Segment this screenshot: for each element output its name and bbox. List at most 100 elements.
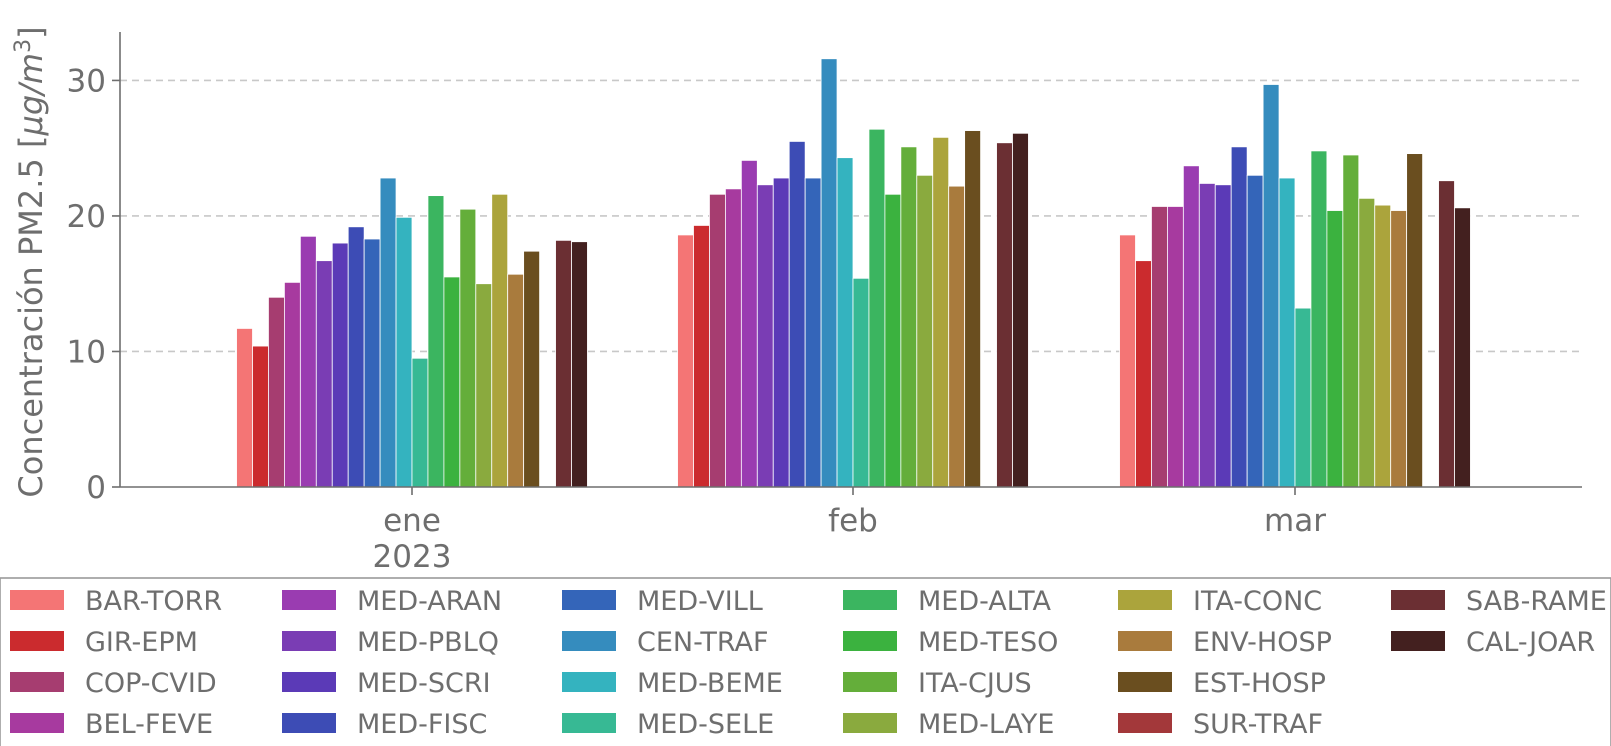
legend-swatch-med-scri <box>282 672 336 692</box>
bar-sab-rame-feb <box>996 142 1013 488</box>
bar-med-sele-ene <box>411 357 429 488</box>
bar-med-vill-mar <box>1246 174 1264 488</box>
bar-med-beme-feb <box>836 157 854 488</box>
bar-cal-joar-mar <box>1454 207 1471 488</box>
legend-swatch-med-fisc <box>282 713 336 733</box>
bar-med-teso-mar <box>1326 210 1344 488</box>
bar-gir-epm-mar <box>1135 260 1152 488</box>
legend-label-med-vill: MED-VILL <box>637 586 763 617</box>
legend-label-cop-cvid: COP-CVID <box>85 668 217 699</box>
bar-env-hosp-ene <box>507 273 525 488</box>
legend-label-ita-cjus: ITA-CJUS <box>918 668 1032 699</box>
bar-cop-cvid-mar <box>1151 206 1168 488</box>
y-axis-label: Concentración PM2.5 [μg/m3] <box>11 26 51 497</box>
legend-swatch-est-hosp <box>1118 672 1172 692</box>
bar-med-laye-feb <box>916 174 934 488</box>
legend-label-bar-torr: BAR-TORR <box>85 586 222 617</box>
y-axis-label-unit: μg/m <box>12 53 50 137</box>
y-axis-label-close: ] <box>12 26 50 38</box>
legend: BAR-TORR GIR-EPM COP-CVID BEL-FEVE MED-ARAN M… <box>0 577 1611 746</box>
bar-est-hosp-feb <box>964 130 982 488</box>
bar-med-vill-feb <box>804 177 822 488</box>
bar-med-alta-feb <box>868 128 886 488</box>
legend-swatch-bel-feve <box>10 713 64 733</box>
bar-med-teso-feb <box>884 193 902 488</box>
legend-swatch-med-sele <box>562 713 616 733</box>
bar-med-aran-ene <box>299 235 317 488</box>
legend-swatch-med-beme <box>562 672 616 692</box>
bar-bel-feve-feb <box>725 188 742 488</box>
legend-swatch-med-aran <box>282 590 336 610</box>
bar-med-pblq-feb <box>756 184 774 488</box>
legend-label-med-fisc: MED-FISC <box>357 709 487 740</box>
x-year-label: 2023 <box>373 539 452 575</box>
x-tick-label-mar: mar <box>1264 503 1326 539</box>
legend-label-ita-conc: ITA-CONC <box>1193 586 1322 617</box>
bar-cen-traf-ene <box>379 177 397 488</box>
legend-swatch-med-alta <box>843 590 897 610</box>
legend-swatch-sur-traf <box>1118 713 1172 733</box>
legend-swatch-sab-rame <box>1391 590 1445 610</box>
bar-med-laye-mar <box>1358 197 1376 488</box>
legend-label-med-beme: MED-BEME <box>637 668 783 699</box>
legend-label-med-alta: MED-ALTA <box>918 586 1051 617</box>
bar-med-aran-feb <box>740 159 758 488</box>
bar-med-scri-ene <box>331 242 349 488</box>
bar-sab-rame-mar <box>1438 180 1455 488</box>
bar-med-aran-mar <box>1182 165 1200 488</box>
bar-sab-rame-ene <box>555 239 572 488</box>
y-tick-label: 10 <box>67 334 106 370</box>
legend-label-med-aran: MED-ARAN <box>357 586 502 617</box>
bar-bel-feve-ene <box>283 281 301 488</box>
bar-gir-epm-ene <box>252 345 269 488</box>
bar-bar-torr-mar <box>1119 234 1136 488</box>
y-axis-label-text: Concentración PM2.5 [ <box>12 136 50 498</box>
legend-label-med-scri: MED-SCRI <box>357 668 491 699</box>
bars-layer <box>236 58 1471 488</box>
legend-label-med-pblq: MED-PBLQ <box>357 627 499 658</box>
bar-med-scri-feb <box>772 177 790 488</box>
bar-bel-feve-mar <box>1167 206 1184 488</box>
bar-ita-conc-mar <box>1374 204 1392 488</box>
x-tick-label-ene: ene <box>383 503 441 539</box>
bar-cen-traf-mar <box>1262 84 1280 488</box>
bar-med-sele-feb <box>852 277 870 488</box>
bar-med-beme-mar <box>1278 177 1296 488</box>
legend-label-est-hosp: EST-HOSP <box>1193 668 1326 699</box>
legend-label-cen-traf: CEN-TRAF <box>637 627 769 658</box>
bar-gir-epm-feb <box>693 225 710 488</box>
bar-cen-traf-feb <box>820 58 838 488</box>
bar-med-laye-ene <box>475 283 493 488</box>
legend-swatch-ita-conc <box>1118 590 1172 610</box>
bar-ita-conc-feb <box>932 136 950 488</box>
x-tick-label-feb: feb <box>828 503 878 539</box>
bar-med-sele-mar <box>1294 307 1312 488</box>
legend-swatch-med-vill <box>562 590 616 610</box>
bar-med-pblq-mar <box>1198 183 1216 488</box>
legend-swatch-med-pblq <box>282 631 336 651</box>
bar-med-pblq-ene <box>315 260 333 488</box>
bar-med-fisc-ene <box>347 226 365 488</box>
bar-ita-cjus-feb <box>900 146 918 488</box>
bar-bar-torr-feb <box>677 234 694 488</box>
legend-label-med-sele: MED-SELE <box>637 709 774 740</box>
bar-cal-joar-feb <box>1012 132 1029 488</box>
y-axis-label-unit-sup: 3 <box>11 39 36 53</box>
bar-bar-torr-ene <box>236 328 253 488</box>
bar-ita-conc-ene <box>491 193 509 488</box>
y-tick-label: 0 <box>86 470 106 506</box>
legend-label-sab-rame: SAB-RAME <box>1466 586 1607 617</box>
legend-swatch-gir-epm <box>10 631 64 651</box>
bar-med-vill-ene <box>363 238 381 488</box>
legend-swatch-cal-joar <box>1391 631 1445 651</box>
y-tick-label: 20 <box>67 199 106 235</box>
legend-label-med-laye: MED-LAYE <box>918 709 1054 740</box>
bar-cal-joar-ene <box>571 241 588 488</box>
legend-swatch-cen-traf <box>562 631 616 651</box>
bar-med-scri-mar <box>1214 184 1232 488</box>
bar-cop-cvid-feb <box>709 193 726 488</box>
legend-swatch-env-hosp <box>1118 631 1172 651</box>
legend-label-bel-feve: BEL-FEVE <box>85 709 213 740</box>
